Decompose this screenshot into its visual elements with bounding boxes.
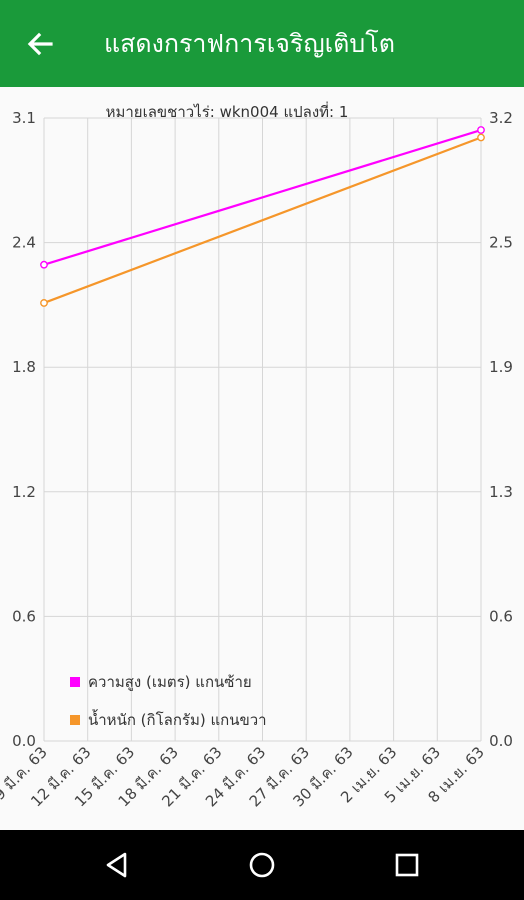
app-bar: แสดงกราฟการเจริญเติบโต bbox=[0, 0, 524, 87]
right-axis-tick-label: 0.0 bbox=[489, 732, 513, 750]
series-point bbox=[477, 126, 485, 134]
series-line bbox=[43, 129, 482, 266]
legend-label: น้ำหนัก (กิโลกรัม) แกนขวา bbox=[88, 709, 267, 729]
chart-title: หมายเลขชาวไร่: wkn004 แปลงที่: 1 bbox=[106, 101, 349, 121]
right-axis-tick-label: 0.6 bbox=[489, 607, 513, 625]
left-axis-tick-label: 3.1 bbox=[12, 109, 36, 127]
left-axis-tick-label: 1.2 bbox=[12, 483, 36, 501]
right-axis-tick-label: 1.9 bbox=[489, 358, 513, 376]
legend-label: ความสูง (เมตร) แกนซ้าย bbox=[88, 673, 252, 691]
system-nav-bar bbox=[0, 830, 524, 900]
right-axis-tick-label: 1.3 bbox=[489, 483, 513, 501]
nav-back-triangle-icon bbox=[106, 852, 127, 878]
nav-home-button[interactable] bbox=[237, 840, 287, 890]
nav-recents-button[interactable] bbox=[382, 840, 432, 890]
left-axis-tick-label: 2.4 bbox=[12, 234, 36, 252]
legend-swatch bbox=[70, 677, 80, 687]
left-axis-tick-label: 0.0 bbox=[12, 732, 36, 750]
arrow-back-icon bbox=[27, 32, 53, 56]
nav-recents-square-icon bbox=[395, 853, 419, 877]
growth-chart: 0.0 0.6 1.2 1.8 2.4 3.1 0.0 0.6 1.3 1.9 2.5 3.2 9 … bbox=[0, 87, 524, 830]
series-point bbox=[40, 260, 48, 269]
left-axis-tick-label: 1.8 bbox=[12, 358, 36, 376]
page-title: แสดงกราฟการเจริญเติบโต bbox=[104, 29, 395, 58]
nav-back-button[interactable] bbox=[92, 840, 142, 890]
left-axis-tick-label: 0.6 bbox=[12, 607, 36, 625]
series-point bbox=[477, 133, 485, 142]
right-axis-tick-label: 3.2 bbox=[489, 109, 513, 127]
line-chart: 0.00.61.21.82.43.1 0.00.61.31.92.53.2 9 … bbox=[0, 101, 513, 810]
series-line bbox=[43, 136, 482, 304]
nav-home-circle-icon bbox=[249, 852, 275, 878]
back-button[interactable] bbox=[18, 22, 62, 66]
right-axis-tick-label: 2.5 bbox=[489, 234, 513, 252]
series-point bbox=[40, 299, 48, 307]
legend-swatch bbox=[70, 715, 80, 725]
